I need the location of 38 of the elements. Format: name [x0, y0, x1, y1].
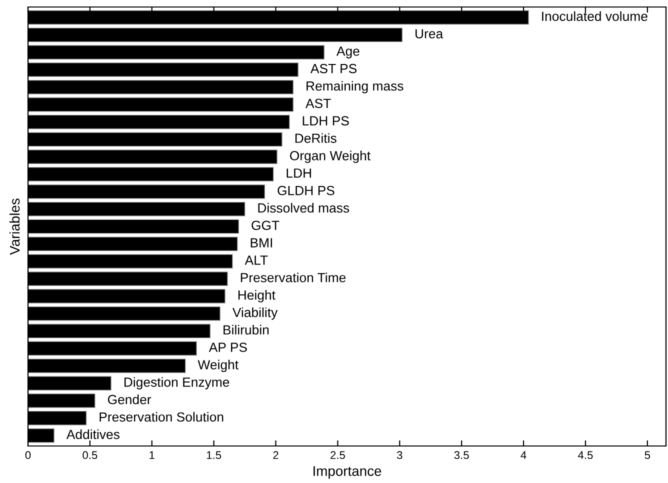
y-tick-label: Height [238, 290, 276, 302]
y-tick-label: AST [306, 98, 331, 108]
y-tick-label: Inoculated volume [542, 11, 648, 21]
y-tick-label: BMI [250, 238, 272, 248]
y-axis-title: Variables [9, 198, 20, 255]
x-tick-label: 0 [25, 451, 31, 460]
y-tick-label: Gender [108, 394, 152, 404]
y-tick-label: Viability [232, 307, 278, 320]
y-tick-label: LDH PS [302, 116, 349, 126]
y-tick-label: Organ Weight [290, 150, 370, 163]
y-tick-label: AP PS [208, 342, 247, 352]
y-tick-label: Urea [416, 29, 444, 38]
x-tick-label: 2 [273, 451, 278, 459]
y-tick-label: Dissolved mass [258, 202, 350, 213]
y-tick-label: GGT [252, 220, 280, 230]
x-tick-label: 1.5 [206, 451, 222, 460]
y-tick-label: DeRitis [295, 133, 336, 143]
x-tick-label: 3.5 [454, 451, 469, 460]
x-tick-label: 0.5 [82, 451, 98, 460]
y-tick-label: Weight [198, 360, 238, 372]
x-tick-label: 2.5 [330, 451, 345, 460]
y-tick-label: Preservation Solution [100, 412, 224, 422]
y-tick-label: LDH [286, 168, 311, 178]
x-axis-title: Importance [314, 466, 382, 479]
y-tick-label: Digestion Enzyme [124, 377, 230, 390]
y-tick-label: AST PS [310, 64, 357, 74]
x-tick-label: 5 [644, 451, 650, 460]
y-tick-label: ALT [244, 256, 268, 265]
x-tick-label: 4 [520, 451, 526, 459]
x-tick-label: 4.5 [578, 451, 593, 460]
y-tick-label: Remaining mass [306, 80, 404, 94]
y-tick-label: GLDH PS [278, 186, 334, 196]
y-tick-label: Bilirubin [224, 324, 269, 335]
x-tick-label: 1 [150, 451, 154, 459]
y-tick-label: Additives [66, 429, 120, 440]
x-tick-label: 3 [396, 451, 402, 460]
y-tick-label: Age [336, 46, 360, 58]
y-tick-label: Preservation Time [240, 272, 346, 282]
